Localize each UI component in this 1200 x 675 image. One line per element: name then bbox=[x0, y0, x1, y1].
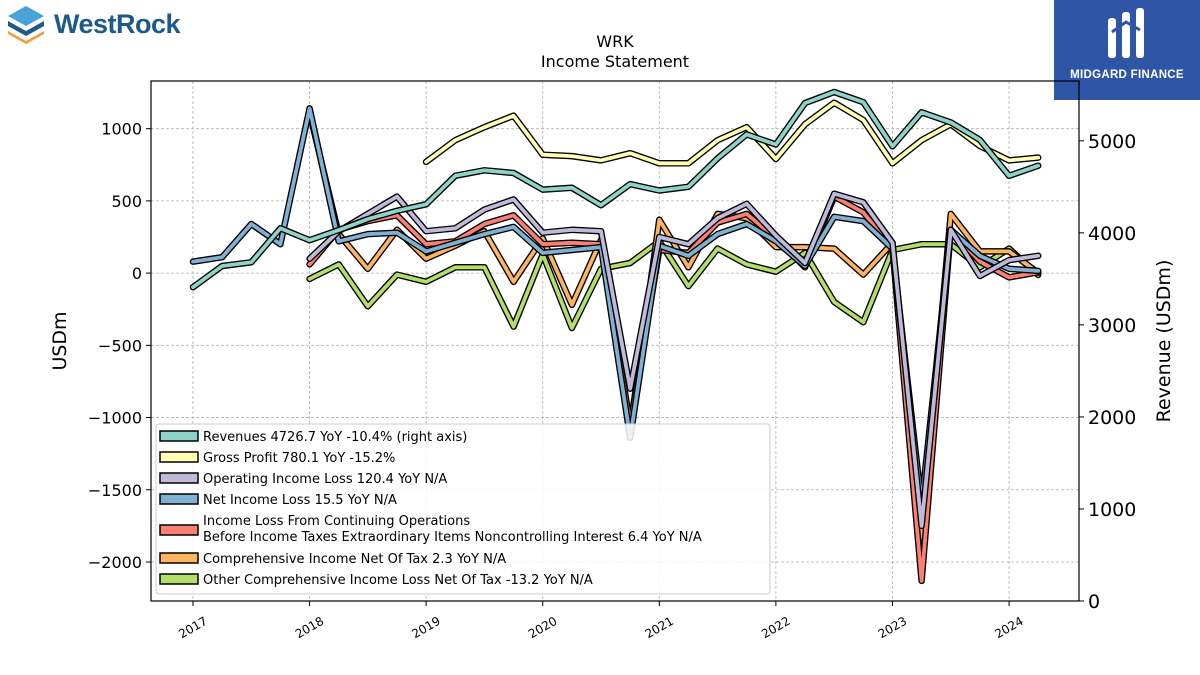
x-tick-label: 2024 bbox=[992, 614, 1025, 641]
x-axis: 2017 2018 2019 2020 2021 2022 2023 2024 bbox=[176, 601, 1026, 641]
legend-swatch bbox=[159, 552, 199, 564]
midgard-finance-logo-icon bbox=[1108, 8, 1144, 58]
x-tick-label: 2020 bbox=[526, 614, 559, 641]
x-tick-label: 2018 bbox=[293, 614, 326, 641]
chart-subtitle: Income Statement bbox=[541, 52, 689, 71]
series-2 bbox=[306, 190, 1042, 530]
legend-swatch bbox=[159, 430, 199, 442]
y-right-tick-label: 4000 bbox=[1088, 223, 1136, 245]
midgard-finance-logo-text: MIDGARD FINANCE bbox=[1070, 69, 1184, 81]
legend-label: Operating Income Loss 120.4 YoY N/A bbox=[203, 472, 447, 487]
y-tick-label: −1000 bbox=[88, 409, 142, 428]
y-tick-label: 0 bbox=[132, 264, 142, 283]
legend-label: Income Loss From Continuing Operations bbox=[203, 514, 470, 529]
y-axis-right: 5000 4000 3000 2000 1000 0 bbox=[1079, 131, 1136, 613]
y-tick-label: 500 bbox=[111, 192, 142, 211]
y-tick-label: −500 bbox=[98, 336, 142, 355]
x-tick-label: 2021 bbox=[643, 614, 676, 641]
series-1 bbox=[422, 99, 1042, 167]
y-right-tick-label: 3000 bbox=[1088, 315, 1136, 337]
series-6 bbox=[306, 238, 1042, 332]
x-tick-label: 2019 bbox=[409, 614, 442, 641]
x-tick-label: 2017 bbox=[176, 614, 209, 641]
series-0 bbox=[189, 88, 1042, 291]
y-axis-left: 1000 500 0 −500 −1000 −1500 −2000 bbox=[88, 120, 151, 572]
y-tick-label: −2000 bbox=[88, 553, 142, 572]
y-right-tick-label: 5000 bbox=[1088, 131, 1136, 153]
grid-lines bbox=[151, 81, 1079, 601]
y-axis-label: USDm bbox=[49, 311, 71, 370]
westrock-logo: WestRock bbox=[6, 4, 181, 44]
legend-label: Before Income Taxes Extraordinary Items … bbox=[203, 530, 702, 545]
x-tick-label: 2023 bbox=[876, 614, 909, 641]
y-right-tick-label: 0 bbox=[1088, 591, 1100, 613]
legend-swatch bbox=[159, 451, 199, 463]
series-layer bbox=[189, 88, 1042, 585]
midgard-finance-logo: MIDGARD FINANCE bbox=[1054, 0, 1200, 100]
westrock-logo-icon bbox=[8, 6, 44, 44]
legend-box bbox=[155, 423, 771, 595]
chart-title: WRK bbox=[596, 32, 634, 51]
legend-swatch bbox=[159, 472, 199, 484]
y-tick-label: −1500 bbox=[88, 481, 142, 500]
series-line bbox=[307, 239, 1041, 330]
legend-swatch bbox=[159, 573, 199, 585]
series-line bbox=[307, 191, 1041, 528]
legend-label: Revenues 4726.7 YoY -10.4% (right axis) bbox=[203, 430, 467, 445]
legend-label: Comprehensive Income Net Of Tax 2.3 YoY … bbox=[203, 552, 506, 567]
legend-swatch bbox=[159, 524, 199, 536]
legend-label: Other Comprehensive Income Loss Net Of T… bbox=[203, 573, 593, 588]
y-tick-label: 1000 bbox=[101, 120, 142, 139]
y-axis-right-label: Revenue (USDm) bbox=[1153, 260, 1175, 423]
series-line bbox=[424, 100, 1041, 166]
x-tick-label: 2022 bbox=[759, 614, 792, 641]
legend: Revenues 4726.7 YoY -10.4% (right axis) G… bbox=[155, 423, 771, 595]
legend-label: Net Income Loss 15.5 YoY N/A bbox=[203, 493, 397, 508]
y-right-tick-label: 2000 bbox=[1088, 407, 1136, 429]
legend-swatch bbox=[159, 493, 199, 505]
westrock-logo-text: WestRock bbox=[54, 8, 181, 39]
plot-frame bbox=[150, 80, 1080, 602]
legend-label: Gross Profit 780.1 YoY -15.2% bbox=[203, 451, 395, 466]
series-line bbox=[191, 90, 1041, 290]
y-right-tick-label: 1000 bbox=[1088, 499, 1136, 521]
